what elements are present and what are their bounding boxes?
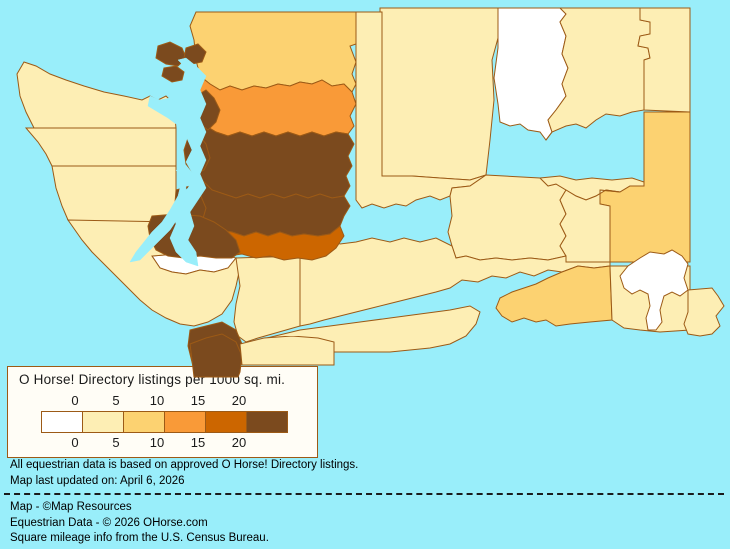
county-san-juan-b [183, 43, 207, 65]
footer: All equestrian data is based on approved… [0, 458, 730, 547]
county-whatcom [189, 11, 357, 93]
county-clark-overlap [189, 333, 243, 378]
footer-note-1: All equestrian data is based on approved… [10, 459, 359, 471]
legend-tick-top-0: 0 [71, 393, 79, 408]
legend-tick-bottom-0: 0 [71, 435, 79, 450]
footer-divider [4, 493, 724, 495]
county-jefferson [24, 127, 177, 173]
legend-color-scale [41, 411, 288, 433]
legend-swatch-over-20 [247, 412, 287, 432]
footer-credit-data: Equestrian Data - © 2026 OHorse.com [10, 516, 208, 529]
strait-water [147, 95, 183, 125]
legend-tick-bottom-3: 15 [190, 435, 206, 450]
county-cowlitz [233, 255, 301, 343]
legend-ticks-bottom: 0 5 10 15 20 [8, 435, 319, 451]
county-klickitat-overlap [240, 336, 335, 366]
footer-note-2: Map last updated on: April 6, 2026 [10, 474, 185, 487]
legend-swatch-zero [42, 412, 83, 432]
map-legend: O Horse! Directory listings per 1000 sq.… [7, 366, 318, 458]
legend-swatch-15-20 [206, 412, 247, 432]
county-clallam [16, 61, 177, 129]
legend-tick-bottom-2: 10 [149, 435, 165, 450]
county-columbia [619, 249, 689, 331]
county-grant [447, 174, 567, 261]
legend-tick-top-3: 15 [190, 393, 206, 408]
county-chelan [355, 11, 487, 209]
legend-tick-top-2: 10 [149, 393, 165, 408]
legend-swatch-5-10 [124, 412, 165, 432]
legend-swatch-10-15 [165, 412, 206, 432]
legend-tick-bottom-1: 5 [112, 435, 120, 450]
hood-canal-water [129, 169, 187, 263]
legend-title: O Horse! Directory listings per 1000 sq.… [19, 372, 286, 387]
county-whitman [559, 189, 621, 263]
legend-tick-top-4: 20 [231, 393, 247, 408]
footer-credit-map: Map - ©Map Resources [10, 501, 132, 513]
legend-tick-bottom-4: 20 [231, 435, 247, 450]
legend-tick-top-1: 5 [112, 393, 120, 408]
county-asotin [683, 287, 725, 337]
county-lewis [67, 219, 241, 327]
footer-credit-census: Square mileage info from the U.S. Census… [10, 532, 269, 544]
legend-ticks-top: 0 5 10 15 20 [8, 393, 319, 409]
legend-swatch-0-5 [83, 412, 124, 432]
county-okanogan [379, 7, 499, 181]
county-san-juan-c [161, 65, 185, 83]
